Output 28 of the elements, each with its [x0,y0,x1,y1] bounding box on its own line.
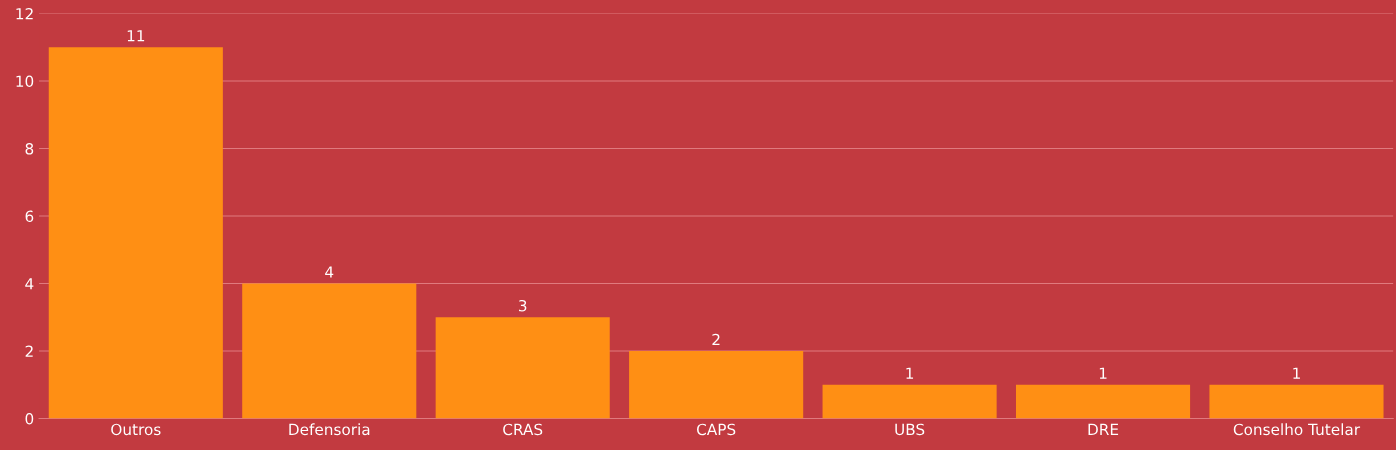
data-label: 1 [906,367,914,379]
data-label: 1 [1099,367,1107,379]
data-label: 3 [519,299,527,312]
data-label: 2 [712,333,720,346]
x-tick-label: UBS [895,423,925,436]
y-tick-label: 2 [25,345,33,357]
y-tick-label: 0 [25,412,34,425]
x-tick-label: CAPS [696,423,736,436]
bar [629,351,804,419]
bar [48,47,223,419]
y-tick-label: 4 [25,278,34,290]
data-label: 1 [1293,367,1300,379]
bar [1015,384,1191,419]
y-tick-label: 10 [16,75,34,88]
bar [242,283,417,419]
bar [435,317,610,419]
bar [822,384,997,419]
data-label: 4 [325,266,334,278]
x-tick-label: DRE [1088,423,1119,435]
x-tick-label: CRAS [503,423,543,436]
data-label: 11 [127,30,145,42]
x-tick-label: Outros [111,423,161,436]
x-tick-label: Conselho Tutelar [1233,423,1361,436]
x-tick-label: Defensoria [289,423,370,436]
bar [1209,384,1384,419]
y-tick-label: 6 [25,210,34,223]
y-tick-label: 12 [16,7,33,20]
y-tick-label: 8 [25,142,34,155]
